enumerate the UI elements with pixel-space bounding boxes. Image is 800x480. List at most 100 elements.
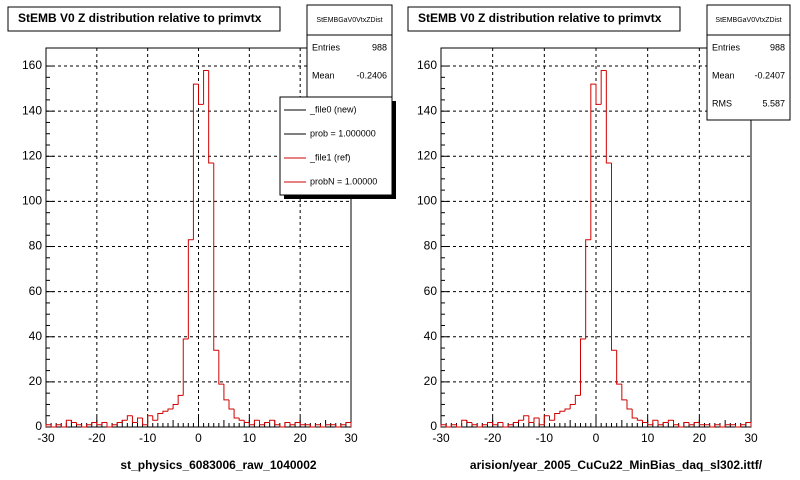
x-tick-label: 10 (641, 431, 655, 445)
x-axis-label: st_physics_6083006_raw_1040002 (120, 458, 316, 472)
stats-title: StEMBGaV0VtxZDist (715, 17, 781, 24)
legend-label: _file1 (ref) (309, 152, 351, 162)
legend-label: _file0 (new) (309, 104, 357, 114)
histogram-bin (497, 421, 503, 425)
histogram-bin (60, 424, 67, 428)
histogram-bin (740, 424, 746, 427)
histogram-bin (636, 417, 643, 421)
x-tick-label: 10 (243, 431, 257, 445)
histogram-bin (647, 422, 653, 426)
histogram-bin (345, 421, 352, 427)
legend: _file0 (new) prob = 1.000000 _file1 (ref) p… (284, 104, 377, 186)
histogram-bin (569, 403, 576, 409)
histogram-bin (167, 408, 174, 412)
x-tick-label: 20 (693, 431, 707, 445)
histogram-bin (538, 417, 545, 426)
histogram-bin (238, 417, 245, 421)
histogram-bin (284, 421, 290, 427)
histogram-bin (96, 422, 102, 426)
histogram-bin (274, 420, 280, 426)
y-tick-label: 120 (417, 148, 437, 162)
x-tick-label: 30 (344, 431, 358, 445)
histogram-bin (101, 421, 107, 425)
histogram-bin (456, 424, 462, 428)
histogram-bin (50, 424, 57, 428)
histogram-bin (228, 399, 235, 410)
histogram-bin (492, 422, 498, 426)
histogram-bin (502, 422, 509, 428)
histogram-bin (549, 415, 555, 421)
histogram-bin (698, 422, 705, 426)
histogram-bin (325, 424, 331, 427)
histogram-bin (76, 422, 82, 426)
histogram-bin (605, 70, 612, 164)
y-tick-label: 60 (424, 284, 438, 298)
histogram-bin (279, 424, 285, 428)
histogram-bin (735, 424, 741, 428)
histogram-bin (683, 421, 689, 427)
histogram-bin (667, 419, 674, 423)
histogram-bin (253, 419, 260, 425)
histogram-bin (481, 424, 488, 427)
histogram-bin (507, 424, 514, 427)
x-tick-label: 0 (195, 431, 202, 445)
x-tick-label: 20 (293, 431, 307, 445)
histogram-bin (45, 424, 52, 427)
stats-label: Mean (712, 70, 735, 80)
histogram-bin (198, 84, 204, 105)
histogram-bin (142, 417, 148, 426)
histogram-bin (223, 384, 229, 401)
x-tick-label: -10 (139, 431, 157, 445)
histogram-bin (213, 163, 219, 351)
histogram-bin (55, 424, 62, 427)
histogram-bin (631, 408, 638, 419)
histogram-bin (299, 422, 306, 426)
histogram-bin (177, 394, 184, 405)
histogram-bin (724, 424, 731, 427)
histogram-bin (172, 403, 179, 409)
y-tick-label: 140 (22, 103, 42, 117)
histogram-bin (590, 83, 596, 240)
histogram-bin (309, 424, 316, 428)
y-tick-label: 0 (430, 419, 437, 433)
y-tick-label: 120 (22, 148, 42, 162)
histogram-bin (585, 239, 591, 340)
stats-box (706, 4, 791, 121)
histogram-bin (269, 419, 275, 423)
legend-label: probN = 1.00000 (310, 176, 377, 186)
histogram-bin (714, 424, 720, 427)
histogram-bin (450, 424, 457, 427)
histogram-bin (233, 408, 240, 419)
histogram-bin (192, 83, 199, 240)
histogram-bin (554, 412, 560, 421)
chart-title: StEMB V0 Z distribution relative to prim… (18, 11, 262, 25)
histogram-bin (595, 84, 602, 105)
stats-value: 5.587 (762, 98, 785, 108)
histogram-bin (70, 420, 77, 423)
histogram-bin (294, 421, 301, 425)
y-tick-label: 100 (417, 194, 437, 208)
legend-label: prob = 1.000000 (310, 128, 376, 138)
histogram-bin (208, 70, 214, 164)
histogram-bin (320, 424, 326, 428)
histogram-bin (440, 424, 447, 427)
histogram-bin (688, 422, 695, 426)
histogram-bin (152, 415, 158, 421)
stats-label: RMS (712, 98, 732, 108)
x-tick-label: 0 (593, 431, 600, 445)
histogram-bin (218, 350, 224, 385)
y-tick-label: 40 (29, 329, 43, 343)
histogram-bin (106, 422, 113, 428)
histogram-bin (203, 70, 209, 105)
histogram-bin (652, 419, 658, 425)
histogram-bin (678, 424, 684, 428)
histogram-bin (657, 420, 664, 426)
histogram-bin (471, 422, 478, 426)
title-box (7, 6, 281, 32)
title-box (407, 6, 681, 32)
histogram-bin (559, 410, 565, 414)
histogram-bin (564, 408, 571, 412)
stats-value: -0.2407 (754, 70, 785, 80)
histogram-bin (662, 421, 669, 425)
